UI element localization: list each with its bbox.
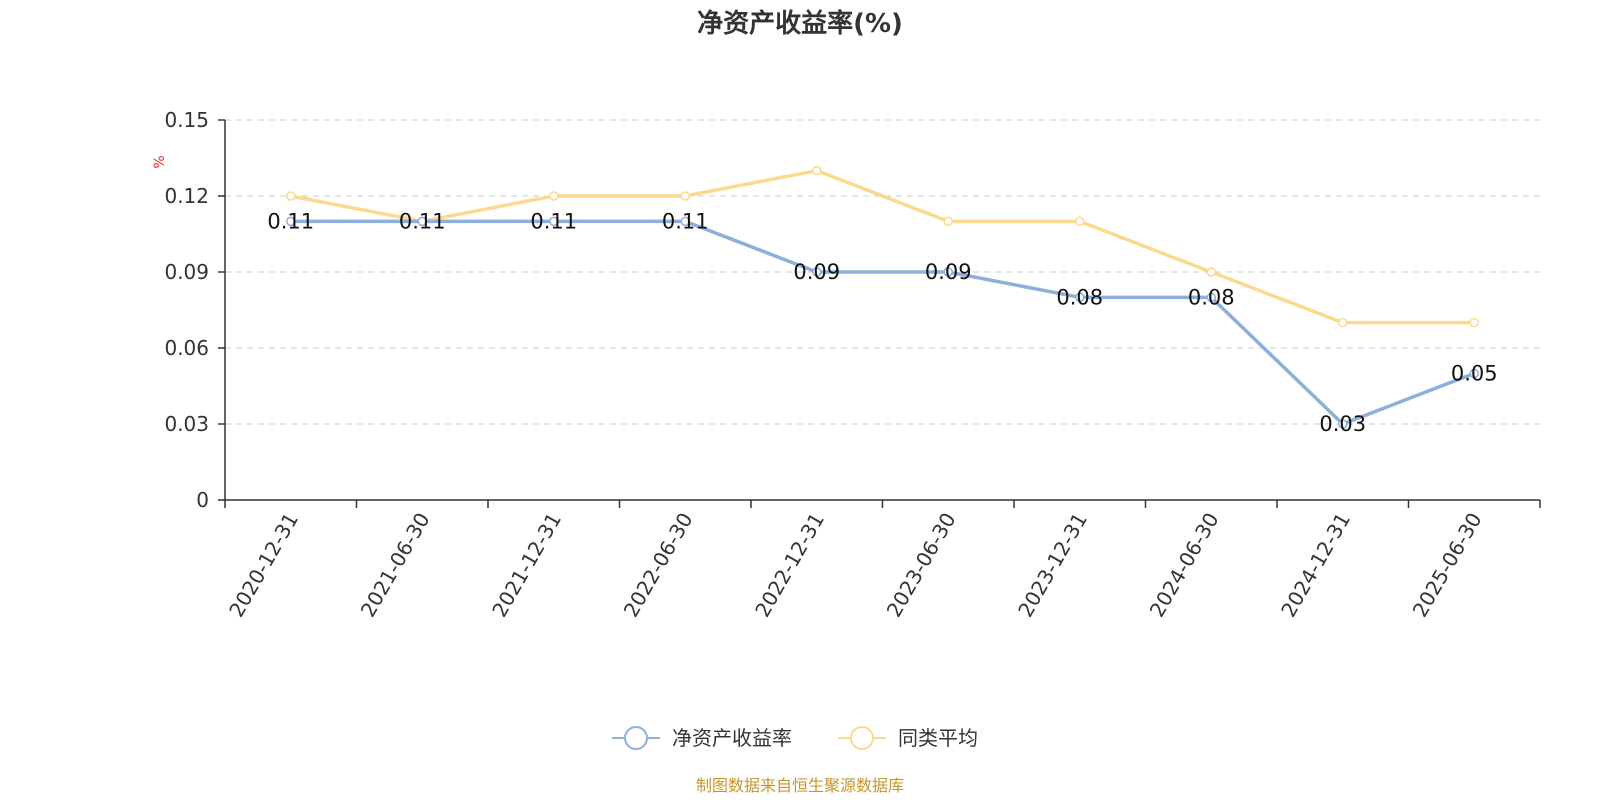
- x-tick-label: 2022-12-31: [750, 509, 829, 622]
- legend: 净资产收益率 同类平均: [612, 726, 978, 750]
- data-label: 0.03: [1319, 412, 1366, 436]
- legend-label: 净资产收益率: [672, 726, 792, 750]
- data-point: [812, 165, 822, 176]
- x-tick-label: 2025-06-30: [1408, 509, 1487, 622]
- y-tick-label: 0.09: [164, 260, 209, 284]
- y-axis-unit: %: [152, 155, 168, 168]
- x-tick-label: 2023-12-31: [1013, 509, 1092, 622]
- data-labels: 0.11 0.11 0.11 0.11 0.09 0.09 0.08 0.08 0.03 0.05: [267, 209, 1497, 436]
- data-point: [1075, 292, 1085, 303]
- source-note: 制图数据来自恒生聚源数据库: [696, 776, 904, 795]
- y-tick-label: 0: [196, 488, 209, 512]
- data-label: 0.09: [793, 260, 840, 284]
- data-point: [1338, 317, 1348, 328]
- y-tick-label: 0.03: [164, 412, 209, 436]
- legend-marker: [624, 726, 648, 750]
- legend-label: 同类平均: [898, 726, 978, 750]
- x-tick-label: 2021-06-30: [356, 509, 435, 622]
- data-point: [943, 267, 953, 277]
- data-point: [1469, 368, 1479, 379]
- y-tick-label: 0.12: [164, 184, 209, 208]
- axes: [218, 119, 1541, 508]
- data-point: [286, 216, 296, 227]
- x-tick-label: 2022-06-30: [619, 509, 698, 622]
- data-point: [680, 216, 690, 227]
- data-label: 0.11: [530, 209, 577, 233]
- data-label: 0.11: [267, 209, 314, 233]
- x-tick-label: 2021-12-31: [487, 509, 566, 622]
- data-point: [549, 216, 559, 227]
- chart-title: 净资产收益率(%): [697, 8, 903, 39]
- data-point: [680, 191, 690, 201]
- x-tick-labels: 2020-12-31 2021-06-30 2021-12-31 2022-06-30…: [224, 509, 1486, 622]
- data-point: [1206, 292, 1216, 303]
- series-line-0: [290, 219, 1475, 426]
- data-label: 0.09: [925, 260, 972, 284]
- data-label: 0.11: [399, 209, 446, 233]
- data-point: [943, 216, 953, 227]
- x-tick-label: 2020-12-31: [224, 509, 303, 622]
- y-tick-label: 0.15: [164, 108, 209, 132]
- data-point: [1469, 317, 1479, 328]
- series-group: [286, 165, 1479, 429]
- x-tick-label: 2023-06-30: [882, 509, 961, 622]
- x-tick-label: 2024-12-31: [1276, 509, 1355, 622]
- series-line-1: [290, 168, 1475, 325]
- data-label: 0.08: [1188, 285, 1235, 309]
- y-tick-labels: 0 0.03 0.06 0.09 0.12 0.15: [164, 108, 209, 512]
- data-point: [1075, 216, 1085, 227]
- y-tick-label: 0.06: [164, 336, 209, 360]
- x-tick-label: 2024-06-30: [1145, 509, 1224, 622]
- data-label: 0.08: [1056, 285, 1103, 309]
- legend-marker: [850, 726, 874, 750]
- data-label: 0.11: [662, 209, 709, 233]
- data-point: [417, 216, 427, 227]
- data-point: [1206, 267, 1216, 277]
- data-point: [1338, 419, 1348, 429]
- data-point: [549, 191, 559, 201]
- data-point: [812, 267, 822, 277]
- data-point: [286, 191, 296, 201]
- data-label: 0.05: [1451, 361, 1498, 385]
